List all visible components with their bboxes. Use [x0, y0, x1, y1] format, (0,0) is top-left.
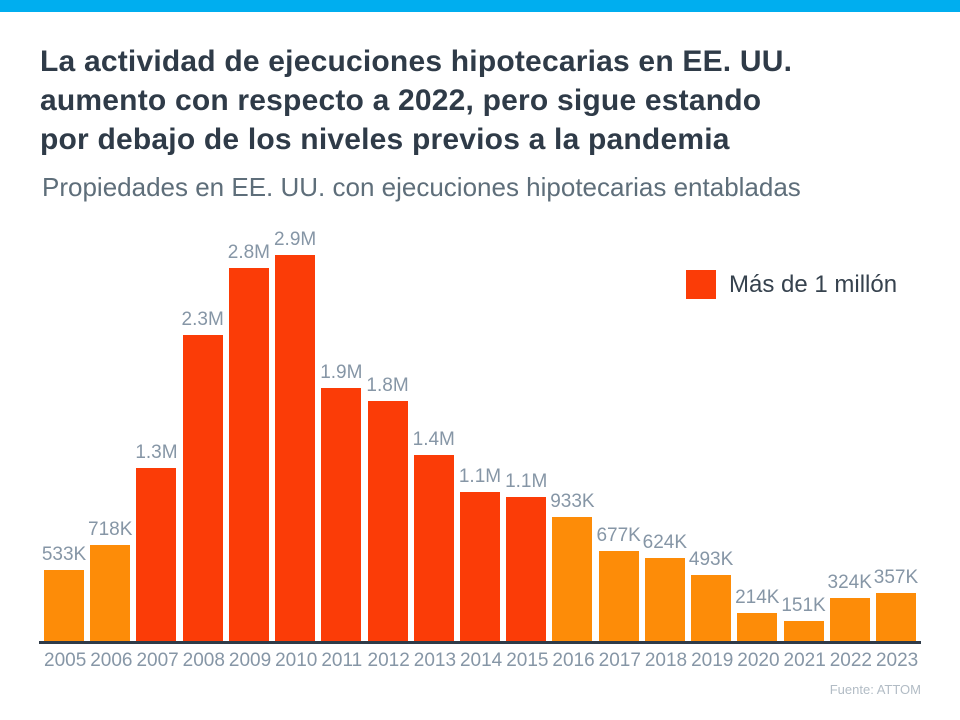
bar-value-label-2011: 1.9M [320, 362, 363, 383]
page-title: La actividad de ejecuciones hipotecarias… [40, 45, 793, 156]
bar-value-label-2017: 677K [596, 525, 641, 546]
bar-2023 [875, 593, 916, 641]
x-axis-label-2023: 2023 [875, 650, 919, 671]
bar-2019 [691, 575, 732, 641]
bar-2005 [44, 570, 84, 641]
x-axis-label-2022: 2022 [829, 650, 872, 671]
bar-column-2012: 1.8M [366, 375, 409, 641]
bar-value-label-2014: 1.1M [458, 466, 502, 487]
bar-value-label-2006: 718K [88, 519, 133, 540]
x-axis-label-2021: 2021 [783, 650, 826, 671]
bar-column-2019: 493K [688, 549, 734, 641]
x-axis-label-2015: 2015 [506, 650, 549, 671]
bar-2016 [552, 517, 593, 641]
bar-value-label-2021: 151K [781, 595, 826, 616]
bar-column-2016: 933K [550, 491, 595, 641]
bar-column-2014: 1.1M [458, 466, 502, 641]
x-axis-label-2020: 2020 [737, 650, 780, 671]
bar-2018 [644, 558, 685, 641]
bar-2014 [459, 492, 500, 641]
bar-2020 [737, 613, 778, 641]
x-axis-label-2017: 2017 [598, 650, 641, 671]
x-axis-label-2006: 2006 [90, 650, 133, 671]
bar-column-2006: 718K [88, 519, 133, 641]
bar-column-2017: 677K [596, 525, 641, 641]
legend-label: Más de 1 millón [729, 270, 898, 298]
bar-2015 [506, 497, 547, 641]
bar-value-label-2013: 1.4M [412, 429, 455, 450]
bar-column-2011: 1.9M [320, 362, 363, 641]
x-axis-label-2014: 2014 [459, 650, 503, 671]
chart-legend: Más de 1 millón [686, 270, 897, 299]
x-axis-label-2011: 2011 [321, 650, 363, 671]
x-axis-label-2019: 2019 [691, 650, 734, 671]
bar-chart: 533K 718K 1.3M 2.3M 2.8M 2.9M 1.9M 1.8M 1.4M 1.1M… [39, 229, 921, 672]
bar-value-label-2016: 933K [550, 491, 595, 512]
bar-value-label-2019: 493K [688, 549, 734, 570]
top-accent-bar [0, 0, 960, 12]
x-axis-label-2009: 2009 [228, 650, 272, 671]
bar-2017 [598, 551, 639, 641]
chart-subtitle: Propiedades en EE. UU. con ejecuciones h… [42, 172, 801, 202]
bar-2011 [321, 388, 362, 641]
x-axis-label-2008: 2008 [182, 650, 225, 671]
bar-value-label-2012: 1.8M [366, 375, 409, 396]
bar-value-label-2005: 533K [41, 544, 87, 565]
bar-value-label-2009: 2.8M [227, 242, 270, 263]
bar-column-2018: 624K [642, 532, 688, 641]
x-axis-label-2012: 2012 [367, 650, 410, 671]
chart-bars: 533K 718K 1.3M 2.3M 2.8M 2.9M 1.9M 1.8M 1.4M 1.1M… [39, 229, 921, 644]
bar-column-2023: 357K [873, 567, 919, 641]
bar-2006 [90, 545, 131, 641]
x-axis-label-2013: 2013 [413, 650, 457, 671]
bar-value-label-2020: 214K [735, 587, 780, 608]
bar-column-2022: 324K [827, 572, 872, 641]
chart-x-axis: 2005 2006 2007 2008 2009 2010 2011 2012 2013 2014… [39, 650, 921, 672]
bar-column-2021: 151K [781, 595, 826, 641]
x-axis-label-2007: 2007 [136, 650, 179, 671]
bar-2010 [275, 255, 316, 641]
bar-value-label-2023: 357K [873, 567, 919, 588]
bar-2013 [413, 455, 454, 641]
bar-value-label-2008: 2.3M [181, 309, 224, 330]
bar-column-2008: 2.3M [181, 309, 224, 641]
x-axis-label-2010: 2010 [275, 650, 318, 671]
bar-column-2013: 1.4M [412, 429, 455, 641]
legend-swatch-over-1-million [686, 270, 716, 299]
bar-2022 [829, 598, 870, 641]
bar-value-label-2010: 2.9M [273, 229, 317, 250]
bar-2007 [136, 468, 177, 641]
bar-value-label-2007: 1.3M [135, 442, 178, 463]
bar-value-label-2022: 324K [827, 572, 872, 593]
bar-column-2015: 1.1M [505, 471, 548, 641]
bar-column-2010: 2.9M [273, 229, 317, 641]
bar-2012 [367, 401, 408, 641]
x-axis-label-2016: 2016 [552, 650, 595, 671]
bar-value-label-2018: 624K [642, 532, 688, 553]
bar-2008 [182, 335, 223, 641]
source-attribution: Fuente: ATTOM [829, 682, 921, 697]
bar-column-2020: 214K [735, 587, 780, 641]
x-axis-label-2018: 2018 [644, 650, 688, 671]
bar-column-2009: 2.8M [227, 242, 270, 641]
x-axis-label-2005: 2005 [44, 650, 87, 671]
bar-column-2005: 533K [41, 544, 87, 641]
bar-column-2007: 1.3M [135, 442, 178, 641]
bar-2021 [783, 621, 824, 641]
bar-value-label-2015: 1.1M [505, 471, 548, 492]
bar-2009 [228, 268, 269, 641]
